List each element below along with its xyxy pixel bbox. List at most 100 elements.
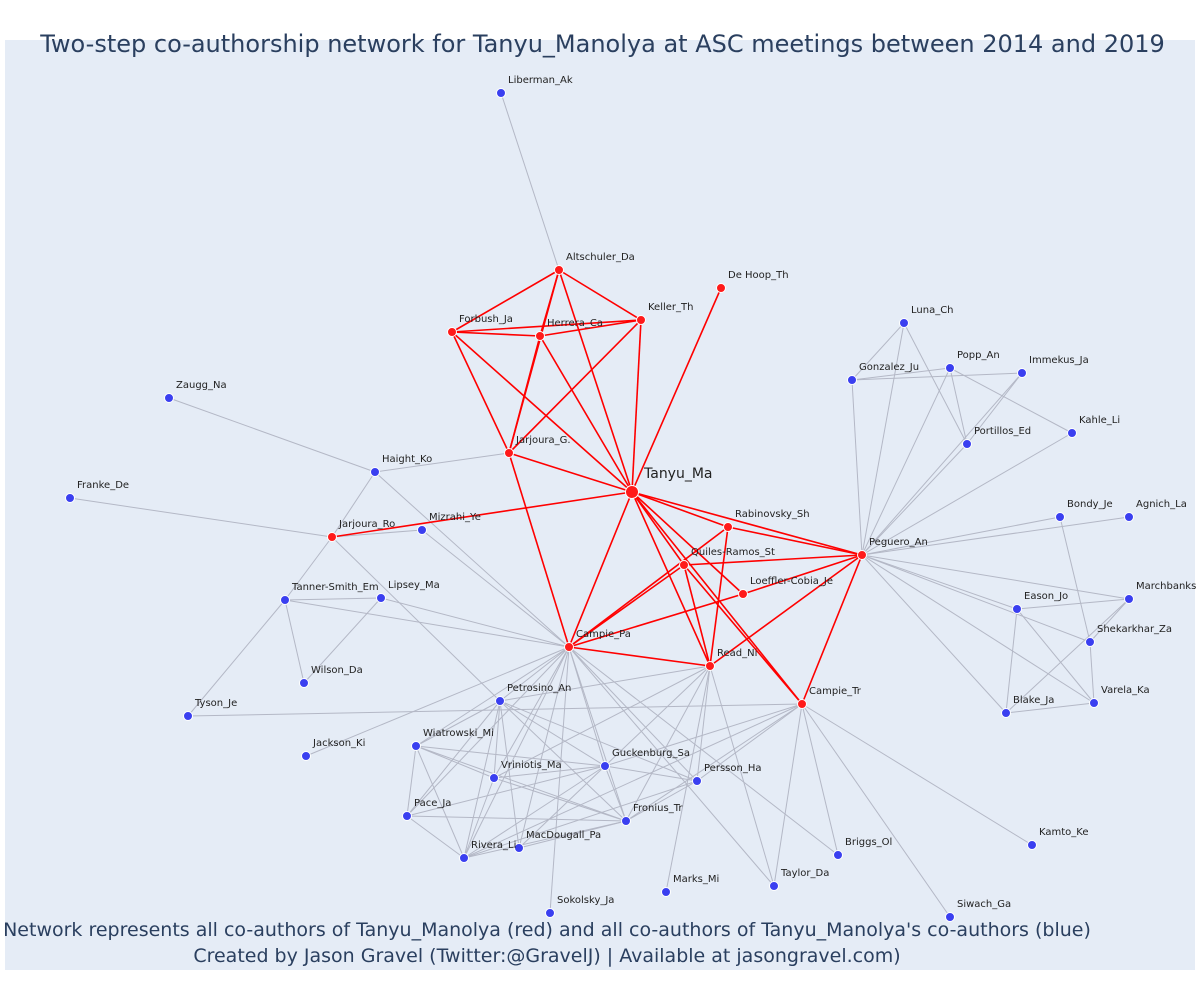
node-herrera-ca[interactable] — [535, 331, 545, 341]
node-label-blake-ja: Blake_Ja — [1013, 695, 1054, 706]
node-persson-ha[interactable] — [692, 776, 702, 786]
node-shekarkhar-za[interactable] — [1085, 637, 1095, 647]
node-marks-mi[interactable] — [661, 887, 671, 897]
edge-peguero-an-bondy-je — [861, 516, 1061, 556]
node-wiatrowski-mi[interactable] — [411, 741, 421, 751]
node-label-shekarkhar-za: Shekarkhar_Za — [1097, 624, 1172, 635]
node-label-keller-th: Keller_Th — [648, 302, 693, 313]
node-label-luna-ch: Luna_Ch — [911, 305, 954, 316]
node-varela-ka[interactable] — [1089, 698, 1099, 708]
node-label-rabinovsky-sh: Rabinovsky_Sh — [735, 509, 810, 520]
node-tanner-smith-em[interactable] — [280, 595, 290, 605]
node-eason-jo[interactable] — [1012, 604, 1022, 614]
chart-title: Two-step co-authorship network for Tanyu… — [40, 30, 1165, 58]
node-haight-ko[interactable] — [370, 467, 380, 477]
edge-keller-th-jarjoura-g — [508, 319, 642, 454]
node-wilson-da[interactable] — [299, 678, 309, 688]
node-label-quiles-ramos-st: Quiles-Ramos_St — [691, 547, 775, 558]
node-vriniotis-ma[interactable] — [489, 773, 499, 783]
edge-petrosino-an-fronius-tr — [499, 700, 627, 822]
node-label-wilson-da: Wilson_Da — [311, 665, 363, 676]
edge-luna-ch-portillos-ed — [903, 322, 968, 445]
node-siwach-ga[interactable] — [945, 912, 955, 922]
edge-read-ni-vriniotis-ma — [493, 665, 711, 779]
node-campie-tr[interactable] — [797, 699, 807, 709]
node-jackson-ki[interactable] — [301, 751, 311, 761]
node-de-hoop-th[interactable] — [716, 283, 726, 293]
node-label-sokolsky-ja: Sokolsky_Ja — [557, 895, 614, 906]
node-rabinovsky-sh[interactable] — [723, 522, 733, 532]
node-read-ni[interactable] — [705, 661, 715, 671]
node-liberman-ak[interactable] — [496, 88, 506, 98]
node-label-zaugg-na: Zaugg_Na — [176, 380, 227, 391]
node-taylor-da[interactable] — [769, 881, 779, 891]
node-label-pace-ja: Pace_Ja — [414, 798, 451, 809]
edge-wiatrowski-mi-pace-ja — [406, 745, 417, 817]
edge-campie-pa-sokolsky-ja — [549, 646, 570, 914]
node-peguero-an[interactable] — [857, 550, 867, 560]
node-briggs-ol[interactable] — [833, 850, 843, 860]
node-portillos-ed[interactable] — [962, 439, 972, 449]
edge-eason-jo-blake-ja — [1005, 608, 1018, 714]
edge-campie-tr-kamto-ke — [801, 703, 1033, 846]
node-pace-ja[interactable] — [402, 811, 412, 821]
node-loeffler-cobia-je[interactable] — [738, 589, 748, 599]
node-keller-th[interactable] — [636, 315, 646, 325]
node-petrosino-an[interactable] — [495, 696, 505, 706]
edge-peguero-an-popp-an — [861, 367, 951, 556]
edge-campie-tr-persson-ha — [696, 703, 803, 782]
node-popp-an[interactable] — [945, 363, 955, 373]
node-sokolsky-ja[interactable] — [545, 908, 555, 918]
node-blake-ja[interactable] — [1001, 708, 1011, 718]
node-mizrahi-ye[interactable] — [417, 525, 427, 535]
node-label-gonzalez-ju: Gonzalez_Ju — [859, 362, 919, 373]
node-lipsey-ma[interactable] — [376, 593, 386, 603]
node-altschuler-da[interactable] — [554, 265, 564, 275]
node-kamto-ke[interactable] — [1027, 840, 1037, 850]
node-label-tyson-je: Tyson_Je — [194, 698, 237, 709]
edge-franke-de-jarjoura-ro — [69, 497, 333, 538]
node-bondy-je[interactable] — [1055, 512, 1065, 522]
edge-altschuler-da-keller-th — [558, 269, 642, 321]
edge-zaugg-na-haight-ko — [168, 397, 376, 473]
node-forbush-ja[interactable] — [447, 327, 457, 337]
node-immekus-ja[interactable] — [1017, 368, 1027, 378]
node-luna-ch[interactable] — [899, 318, 909, 328]
node-fronius-tr[interactable] — [621, 816, 631, 826]
edge-campie-tr-guckenburg-sa — [604, 703, 803, 767]
edge-tanyu-ma-keller-th — [631, 319, 642, 493]
edge-tanyu-ma-read-ni — [631, 491, 711, 667]
node-label-kahle-li: Kahle_Li — [1079, 415, 1120, 426]
node-label-bondy-je: Bondy_Je — [1067, 499, 1113, 510]
node-tyson-je[interactable] — [183, 711, 193, 721]
node-label-jackson-ki: Jackson_Ki — [312, 738, 365, 749]
node-quiles-ramos-st[interactable] — [679, 560, 689, 570]
node-zaugg-na[interactable] — [164, 393, 174, 403]
node-label-lipsey-ma: Lipsey_Ma — [388, 580, 440, 591]
node-agnich-la[interactable] — [1124, 512, 1134, 522]
node-kahle-li[interactable] — [1067, 428, 1077, 438]
edge-tanyu-ma-de-hoop-th — [631, 287, 722, 493]
node-tanyu-ma[interactable] — [625, 485, 639, 499]
node-macdougall-pa[interactable] — [514, 843, 524, 853]
node-gonzalez-ju[interactable] — [847, 375, 857, 385]
edge-read-ni-rabinovsky-sh — [709, 526, 729, 667]
node-campie-pa[interactable] — [564, 642, 574, 652]
edge-gonzalez-ju-immekus-ja — [851, 372, 1023, 381]
node-label-haight-ko: Haight_Ko — [382, 454, 432, 465]
edge-herrera-ca-jarjoura-g — [508, 335, 541, 454]
node-guckenburg-sa[interactable] — [600, 761, 610, 771]
node-label-kamto-ke: Kamto_Ke — [1039, 827, 1089, 838]
edge-popp-an-kahle-li — [949, 367, 1073, 434]
edge-guckenburg-sa-pace-ja — [406, 765, 606, 817]
node-franke-de[interactable] — [65, 493, 75, 503]
caption-line-2: Created by Jason Gravel (Twitter:@Gravel… — [193, 945, 901, 967]
node-rivera-li[interactable] — [459, 853, 469, 863]
node-jarjoura-g[interactable] — [504, 448, 514, 458]
edge-tanyu-ma-campie-tr — [631, 491, 803, 705]
nodes-layer — [65, 88, 1134, 922]
node-jarjoura-ro[interactable] — [327, 532, 337, 542]
node-marchbanks[interactable] — [1124, 594, 1134, 604]
edge-pace-ja-fronius-tr — [406, 815, 627, 822]
edge-campie-pa-fronius-tr — [568, 646, 627, 822]
